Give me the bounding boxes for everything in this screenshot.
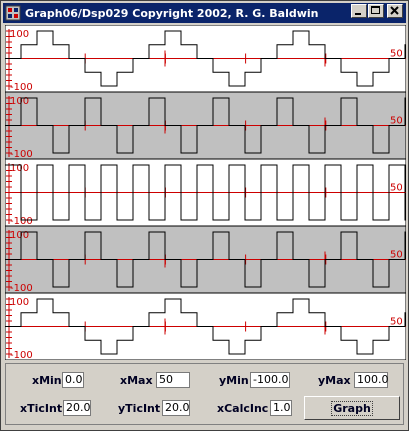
xmax-field[interactable]: 50: [156, 372, 190, 388]
plot-5-ymin-label: -100: [10, 350, 33, 360]
maximize-icon: [371, 6, 380, 14]
minimize-icon: [355, 13, 361, 15]
plot-1-xmax-label: 50: [390, 49, 403, 60]
plot-4-ymax-label: 100: [10, 230, 29, 241]
plot-3-ymax-label: 100: [10, 163, 29, 174]
ymax-label: yMax: [318, 374, 351, 387]
ymax-field[interactable]: 100.0: [354, 372, 389, 388]
plot-4-xmax-label: 50: [390, 250, 403, 261]
plot-1-ymax-label: 100: [10, 29, 29, 40]
plot-1-ymin-label: -100: [10, 82, 33, 93]
plot-area: 100 -100 50 100 -100 50 100 -100 50 100 -100 50 100 -…: [5, 25, 406, 360]
plot-4-trace: [5, 231, 406, 288]
plot-3-trace: [5, 164, 406, 221]
xmax-label: xMax: [120, 374, 153, 387]
close-icon: [390, 6, 399, 15]
close-button[interactable]: [387, 4, 403, 18]
plot-5-xmax-label: 50: [390, 317, 403, 328]
plot-3-ymin-label: -100: [10, 216, 33, 227]
xcalcinc-label: xCalcInc: [217, 402, 269, 415]
plot-4-ymin-label: -100: [10, 283, 33, 294]
maximize-button[interactable]: [368, 4, 384, 18]
xticint-label: xTicInt: [20, 402, 63, 415]
xticint-field[interactable]: 20.0: [63, 400, 91, 416]
ymin-field[interactable]: -100.0: [250, 372, 290, 388]
plot-2-ymin-label: -100: [10, 149, 33, 160]
plot-3-xmax-label: 50: [390, 183, 403, 194]
yticint-field[interactable]: 20.0: [162, 400, 190, 416]
control-panel: xMin 0.0 xMax 50 yMin -100.0 yMax 100.0 …: [5, 363, 404, 425]
title-bar[interactable]: Graph06/Dsp029 Copyright 2002, R. G. Bal…: [3, 3, 406, 23]
plot-5-trace: [5, 298, 406, 355]
ymin-label: yMin: [219, 374, 249, 387]
plot-1-trace: [5, 30, 406, 87]
app-icon[interactable]: [5, 5, 21, 21]
yticint-label: yTicInt: [118, 402, 161, 415]
xmin-label: xMin: [32, 374, 62, 387]
graph-button-label: Graph: [331, 401, 373, 416]
plot-2-xmax-label: 50: [390, 116, 403, 127]
plot-2-trace: [5, 97, 406, 154]
plot-5-ymax-label: 100: [10, 297, 29, 308]
graph-button[interactable]: Graph: [304, 396, 400, 420]
xcalcinc-field[interactable]: 1.0: [270, 400, 292, 416]
xmin-field[interactable]: 0.0: [62, 372, 84, 388]
minimize-button[interactable]: [351, 4, 367, 18]
window-title: Graph06/Dsp029 Copyright 2002, R. G. Bal…: [25, 6, 319, 20]
plot-2-ymax-label: 100: [10, 96, 29, 107]
